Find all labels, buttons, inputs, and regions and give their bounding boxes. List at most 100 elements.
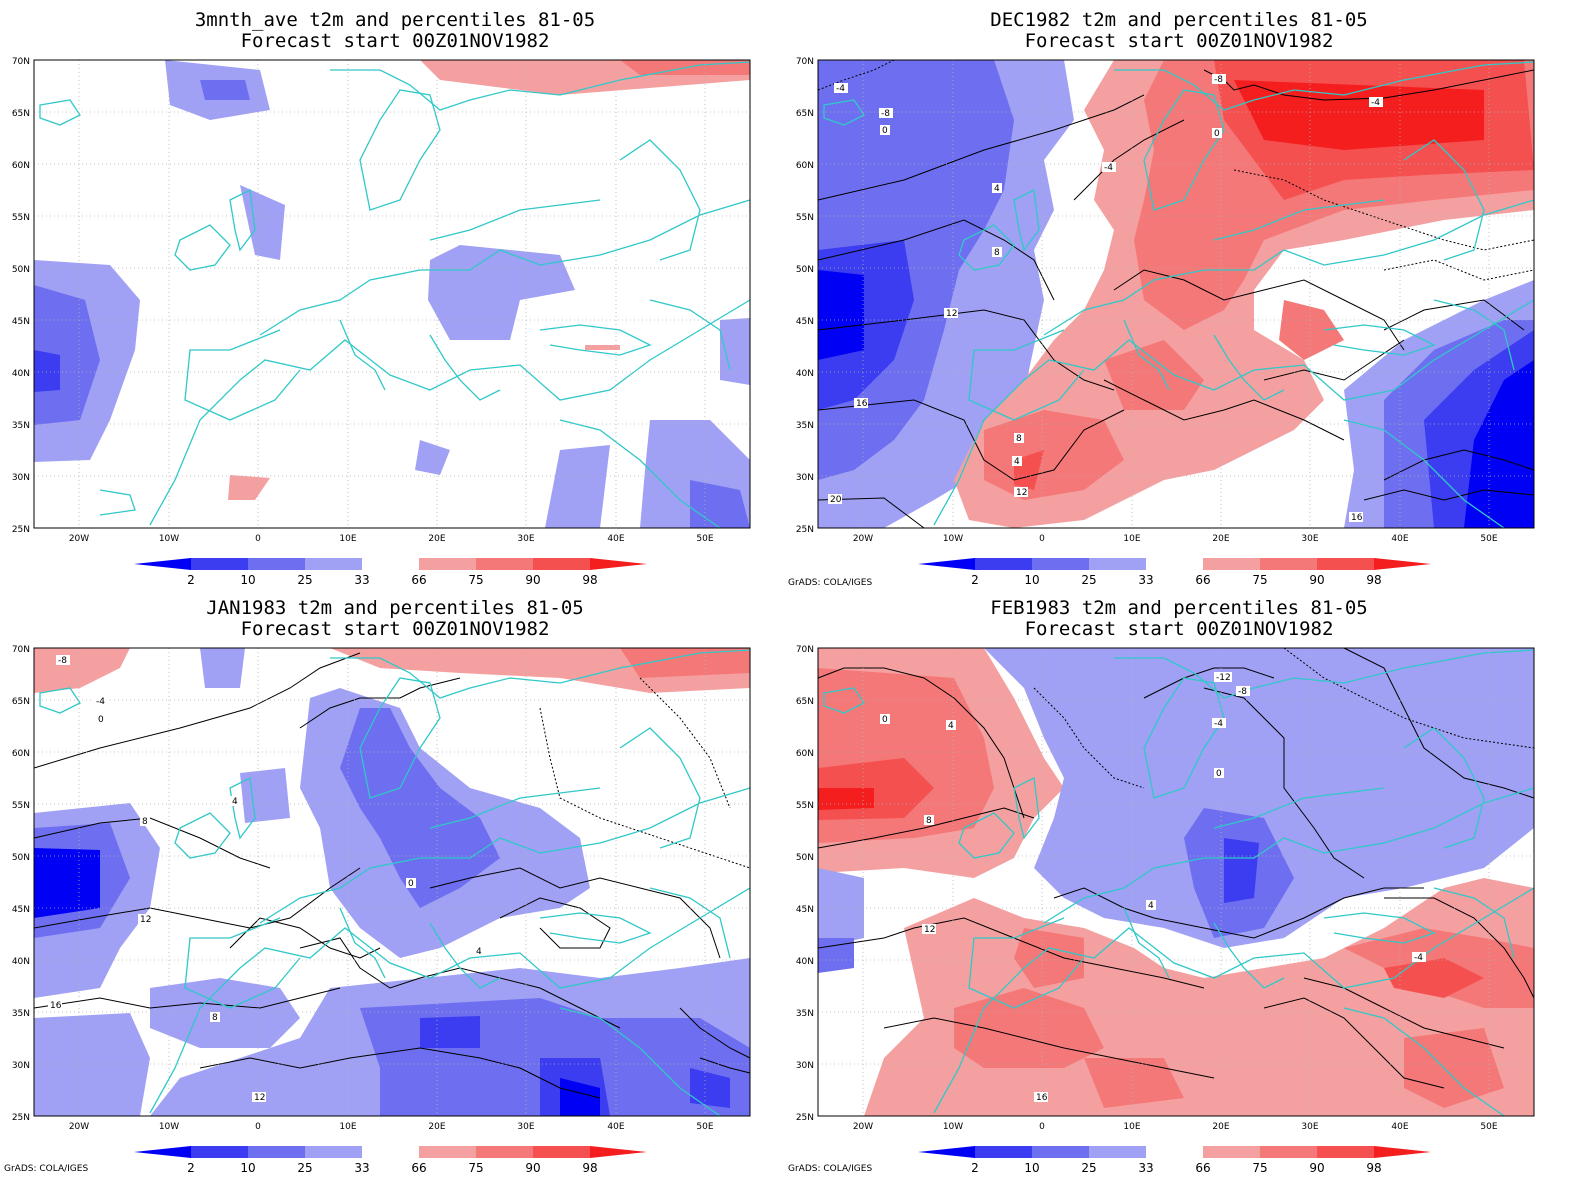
svg-text:30E: 30E [1301, 1122, 1318, 1132]
svg-text:8: 8 [926, 816, 932, 826]
colorbar-label: 98 [582, 1161, 597, 1175]
colorbar-arrow-left [134, 1146, 191, 1158]
colorbar-arrow-left [918, 558, 975, 570]
svg-text:30E: 30E [517, 1122, 534, 1132]
svg-text:10W: 10W [159, 534, 179, 544]
colorbar-swatch [248, 1146, 305, 1158]
svg-text:8: 8 [142, 817, 148, 827]
svg-text:20W: 20W [69, 1122, 89, 1132]
svg-text:45N: 45N [12, 905, 30, 915]
lat-axis: 70N 65N 60N 55N 50N 45N 40N 35N 30N 25N [12, 645, 30, 1123]
colorbar-label: 25 [297, 1161, 312, 1175]
svg-text:16: 16 [1036, 1093, 1048, 1103]
colorbar-label: 33 [1138, 573, 1153, 587]
svg-text:50E: 50E [696, 1122, 713, 1132]
svg-text:70N: 70N [796, 645, 814, 655]
svg-text:50N: 50N [12, 265, 30, 275]
colorbar-label: 66 [1195, 573, 1210, 587]
colorbar-label: 25 [297, 573, 312, 587]
lon-axis: 20W 10W 0 10E 20E 30E 40E 50E [853, 534, 1498, 544]
colorbar-label: 75 [468, 573, 483, 587]
svg-text:65N: 65N [12, 109, 30, 119]
panel-title: 3mnth_ave t2m and percentiles 81-05 [194, 9, 596, 31]
colorbar-arrow-right [1374, 558, 1431, 570]
svg-text:35N: 35N [12, 1009, 30, 1019]
svg-text:55N: 55N [796, 213, 814, 223]
svg-text:4: 4 [476, 947, 482, 957]
svg-text:12: 12 [946, 309, 957, 319]
grads-credit: GrADS: COLA/IGES [4, 1164, 89, 1174]
colorbar-label: 10 [240, 1161, 255, 1175]
panel-title: FEB1983 t2m and percentiles 81-05 [990, 597, 1368, 619]
svg-text:-8: -8 [58, 656, 67, 666]
grads-credit: GrADS: COLA/IGES [788, 578, 873, 588]
svg-text:0: 0 [882, 126, 888, 136]
colorbar-swatch [1260, 1146, 1317, 1158]
map-dec1982: -4 -8 0 4 8 12 16 20 -4 0 4 8 12 16 -8 -… [796, 57, 1535, 587]
lon-axis: 20W 10W 0 10E 20E 30E 40E 50E [69, 1122, 714, 1132]
colorbar: 2 10 25 33 66 75 90 98 [918, 558, 1431, 587]
svg-text:55N: 55N [12, 801, 30, 811]
svg-text:-8: -8 [1238, 687, 1247, 697]
colorbar-label: 90 [1309, 573, 1324, 587]
svg-text:12: 12 [140, 915, 151, 925]
svg-text:70N: 70N [796, 57, 814, 67]
colorbar-label: 66 [411, 573, 426, 587]
svg-text:-8: -8 [1214, 75, 1223, 85]
colorbar-swatch [1260, 558, 1317, 570]
svg-text:60N: 60N [12, 749, 30, 759]
contour-labels: -8 -4 0 4 8 12 16 0 4 8 12 [48, 655, 484, 1103]
colorbar-label: 25 [1081, 1161, 1096, 1175]
colorbar-label: 10 [1024, 1161, 1039, 1175]
svg-text:10E: 10E [339, 1122, 356, 1132]
svg-text:4: 4 [1148, 901, 1154, 911]
svg-text:30N: 30N [12, 1061, 30, 1071]
svg-text:25N: 25N [12, 525, 30, 535]
colorbar-arrow-left [918, 1146, 975, 1158]
colorbar-label: 98 [1366, 573, 1381, 587]
svg-text:20W: 20W [69, 534, 89, 544]
colorbar-swatch [1089, 558, 1146, 570]
colorbar-swatch [305, 558, 362, 570]
colorbar-label: 10 [240, 573, 255, 587]
colorbar-swatch [419, 558, 476, 570]
svg-text:40N: 40N [12, 957, 30, 967]
svg-text:35N: 35N [796, 1009, 814, 1019]
svg-text:40N: 40N [796, 957, 814, 967]
svg-text:0: 0 [98, 715, 104, 725]
colorbar-label: 2 [187, 573, 195, 587]
svg-text:20: 20 [830, 495, 842, 505]
colorbar-label: 2 [971, 1161, 979, 1175]
svg-text:60N: 60N [796, 749, 814, 759]
lon-axis: 20W 10W 0 10E 20E 30E 40E 50E [853, 1122, 1498, 1132]
colorbar-label: 98 [582, 573, 597, 587]
map-jan1983: -8 -4 0 4 8 12 16 0 4 8 12 70N 65N 60N 5… [12, 645, 751, 1175]
svg-text:10E: 10E [339, 534, 356, 544]
svg-text:20W: 20W [853, 1122, 873, 1132]
svg-text:8: 8 [1016, 434, 1022, 444]
contour-labels: -4 -8 0 4 8 12 16 20 -4 0 4 8 12 16 -8 -… [828, 74, 1383, 523]
colorbar-swatch [1146, 1146, 1203, 1158]
svg-text:4: 4 [994, 184, 1000, 194]
svg-text:10W: 10W [943, 1122, 963, 1132]
svg-text:45N: 45N [796, 317, 814, 327]
colorbar-swatch [975, 558, 1032, 570]
svg-text:40E: 40E [1391, 1122, 1408, 1132]
svg-text:45N: 45N [796, 905, 814, 915]
colorbar-label: 98 [1366, 1161, 1381, 1175]
svg-text:40E: 40E [1391, 534, 1408, 544]
svg-text:50N: 50N [796, 265, 814, 275]
svg-text:12: 12 [924, 925, 935, 935]
colorbar: 2 10 25 33 66 75 90 98 [134, 558, 647, 587]
colorbar-swatch [975, 1146, 1032, 1158]
svg-text:70N: 70N [12, 57, 30, 67]
colorbar-swatch [248, 558, 305, 570]
svg-text:0: 0 [1214, 129, 1220, 139]
svg-text:35N: 35N [12, 421, 30, 431]
svg-text:20E: 20E [1212, 1122, 1229, 1132]
svg-text:0: 0 [1039, 1122, 1045, 1132]
colorbar-swatch [1317, 558, 1374, 570]
svg-text:20W: 20W [853, 534, 873, 544]
svg-text:40N: 40N [796, 369, 814, 379]
colorbar-label: 2 [971, 573, 979, 587]
